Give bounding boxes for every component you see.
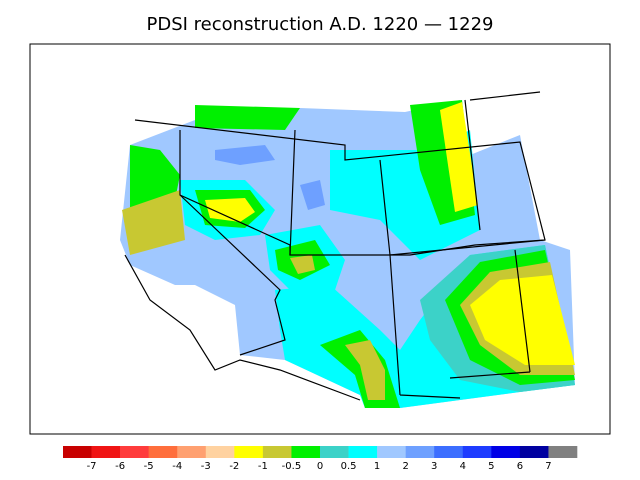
region-green	[130, 145, 180, 210]
colorbar-label: 1	[374, 461, 380, 472]
region-yellow	[470, 275, 575, 365]
colorbar-label: -2	[229, 461, 239, 472]
colorbar-label: -7	[87, 461, 97, 472]
colorbar-swatch	[519, 446, 549, 458]
region-olive	[345, 340, 385, 400]
colorbar-swatch	[462, 446, 492, 458]
colorbar-swatch	[148, 446, 178, 458]
colorbar-swatch	[320, 446, 349, 458]
border	[134, 119, 546, 256]
region-olive	[290, 255, 315, 274]
colorbar-swatch	[377, 446, 406, 458]
colorbar-swatch	[262, 446, 292, 458]
colorbar-label: 5	[488, 461, 494, 472]
colorbar: -7 -6 -5 -4 -3 -2 -1 -0.5 0 0.5 1 2 3 4 5 6 7	[63, 446, 578, 472]
colorbar-swatch	[177, 446, 207, 458]
colorbar-swatch	[234, 446, 264, 458]
colorbar-label: 0	[317, 461, 323, 472]
state-borders	[124, 91, 546, 401]
region-blue	[215, 145, 275, 165]
region-olive	[122, 190, 185, 255]
colorbar-label: -5	[144, 461, 154, 472]
colorbar-swatch	[491, 446, 521, 458]
coast	[124, 254, 361, 401]
colorbar-swatch	[63, 446, 92, 458]
colorbar-label: -1	[258, 461, 268, 472]
colorbar-label: -3	[201, 461, 211, 472]
colorbar-swatch	[120, 446, 149, 458]
colorbar-label: 4	[460, 461, 466, 472]
colorbar-swatch	[205, 446, 235, 458]
colorbar-label: 0.5	[341, 461, 357, 472]
colorbar-label: -6	[115, 461, 125, 472]
colorbar-swatch	[405, 446, 435, 458]
region-green	[195, 105, 300, 130]
colorbar-swatch	[291, 446, 321, 458]
colorbar-swatch	[348, 446, 378, 458]
region-yellow	[440, 102, 478, 212]
colorbar-label: 6	[517, 461, 523, 472]
region-yellow	[205, 198, 255, 222]
colorbar-label: 7	[545, 461, 551, 472]
colorbar-swatch	[91, 446, 121, 458]
colorbar-swatch	[548, 446, 578, 458]
border	[289, 91, 546, 399]
colorbar-label: -0.5	[282, 461, 302, 472]
map-title: PDSI reconstruction A.D. 1220 — 1229	[147, 14, 494, 35]
colorbar-label: 2	[402, 461, 408, 472]
region-blue	[300, 180, 325, 210]
colorbar-label: -4	[172, 461, 182, 472]
border	[179, 194, 286, 356]
colorbar-label: 3	[431, 461, 437, 472]
pdsi-field	[120, 100, 575, 408]
colorbar-swatch	[434, 446, 464, 458]
